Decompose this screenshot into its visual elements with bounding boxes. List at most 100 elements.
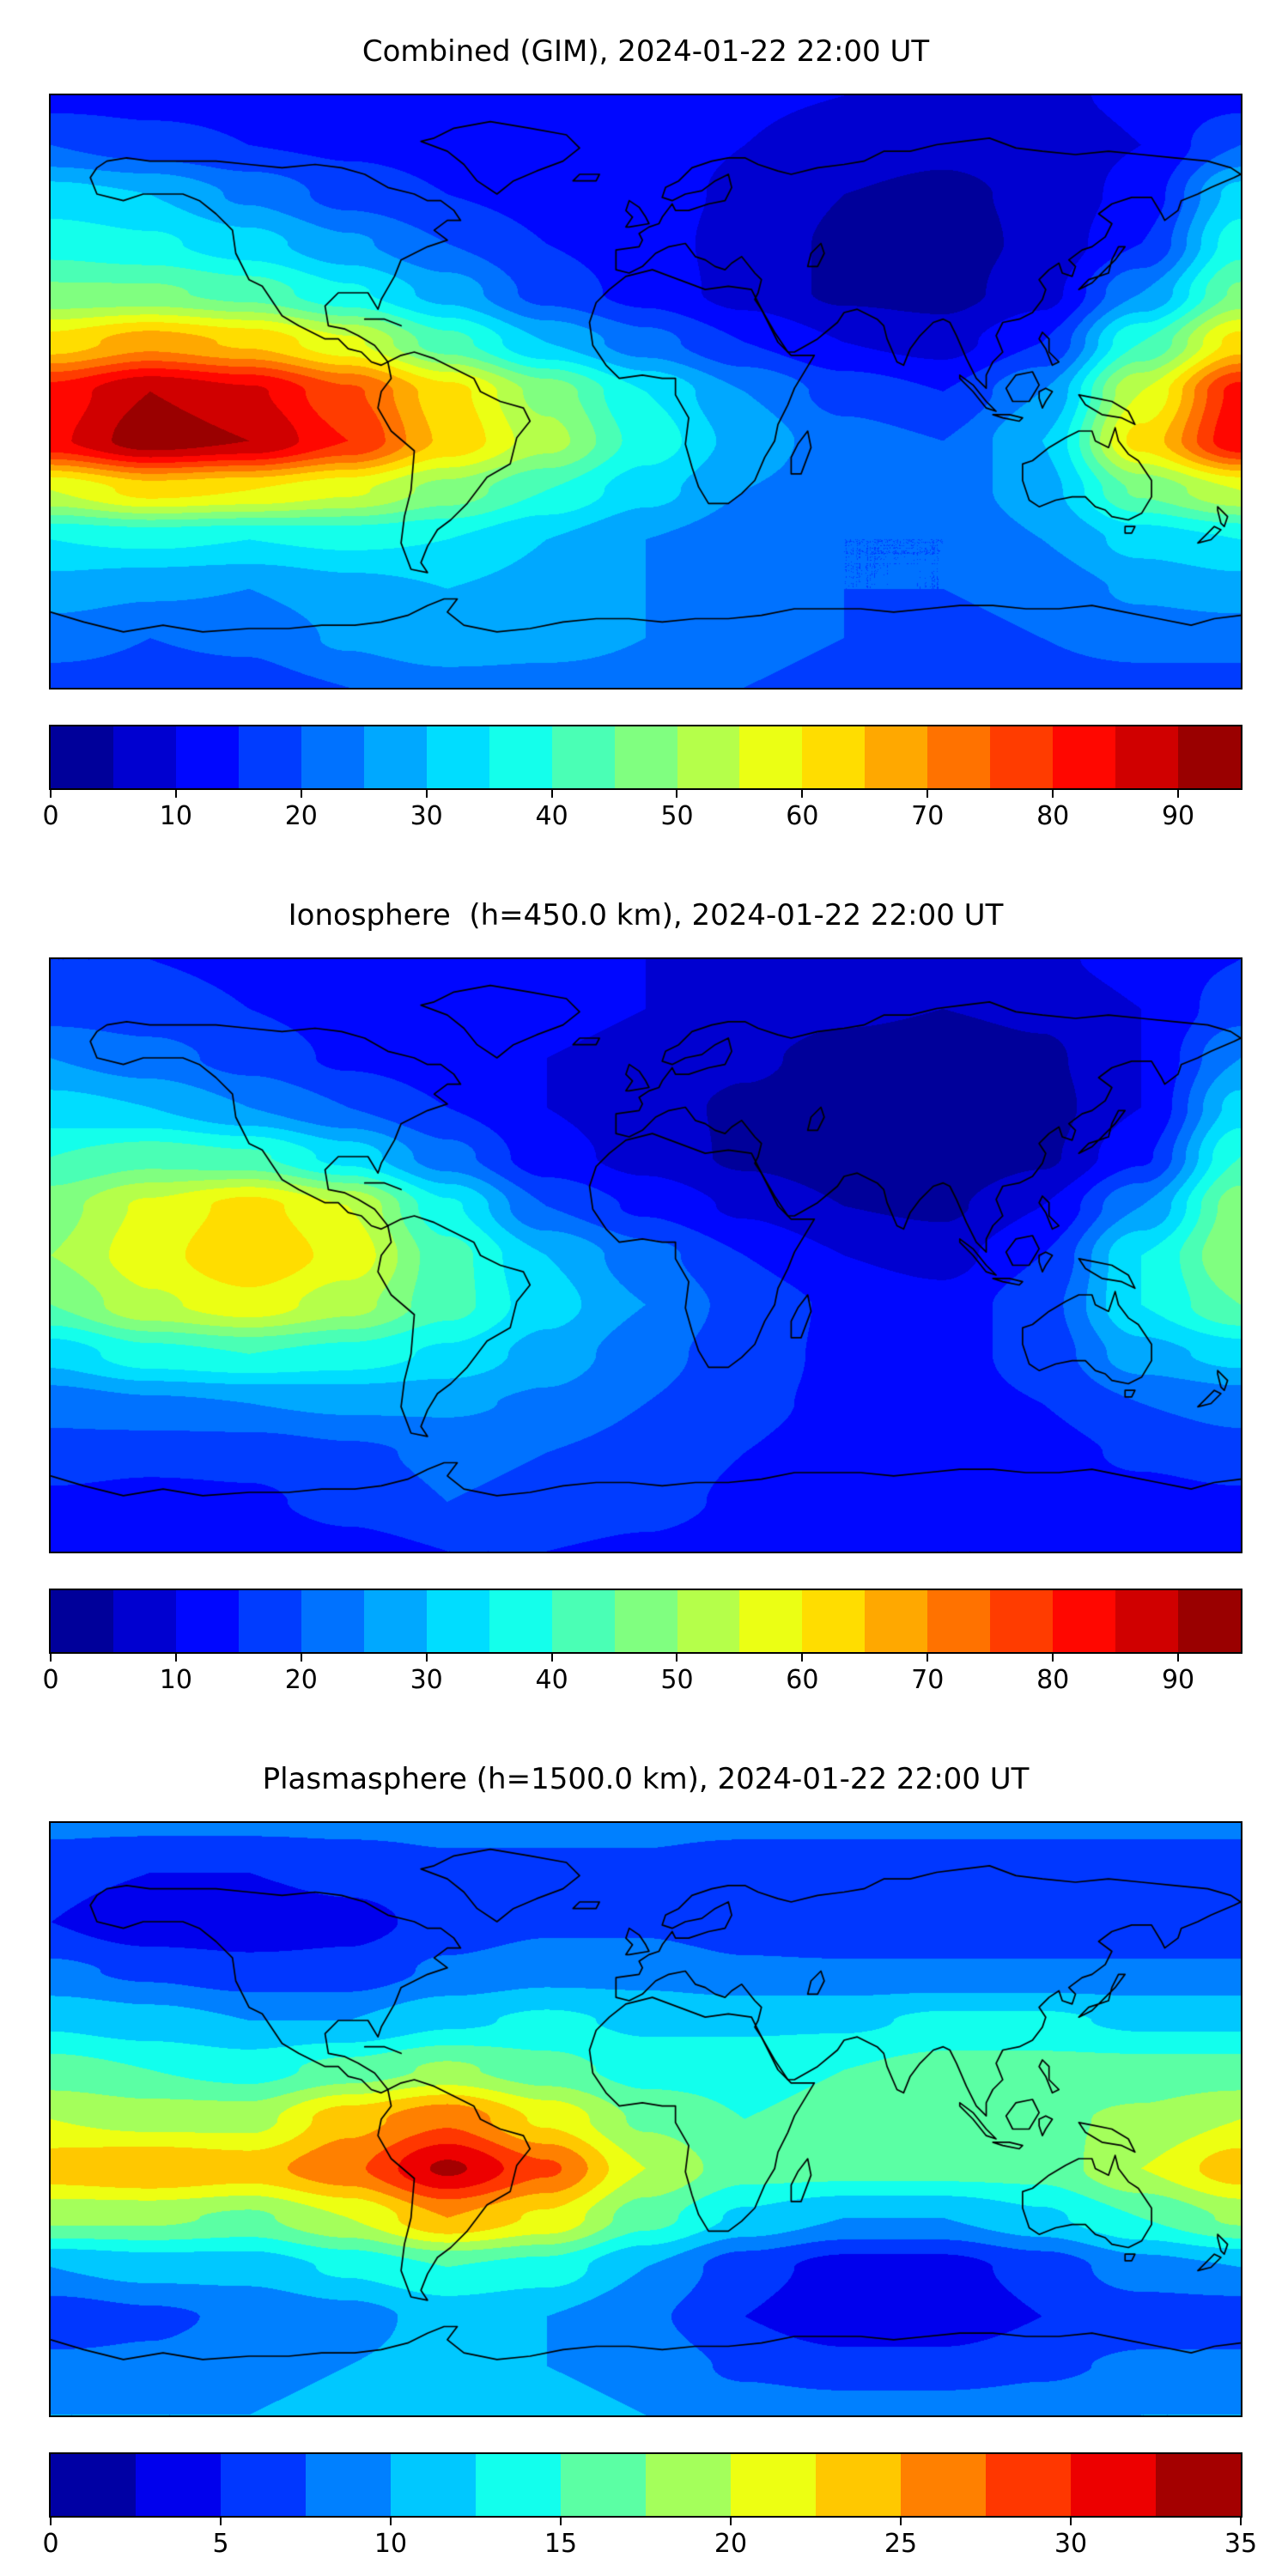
colorbar-tick-mark [50,2518,52,2525]
colorbar-segment [614,726,677,788]
colorbar-segment [1156,2454,1241,2516]
colorbar-segment [489,1590,552,1652]
colorbar-tick-label: 90 [1161,1665,1195,1695]
panel-title: Plasmasphere (h=1500.0 km), 2024-01-22 2… [262,1762,1030,1796]
map-frame-ionosphere [49,957,1242,1553]
colorbar-tick-label: 60 [786,801,819,831]
colorbar [51,726,1242,788]
colorbar-tick-label: 10 [374,2529,408,2559]
colorbar-segment [646,2454,731,2516]
colorbar-segment [301,726,364,788]
colorbar-segment [739,1590,803,1652]
colorbar-tick-mark [390,2518,392,2525]
colorbar-segment [391,2454,476,2516]
colorbar-segment [927,726,991,788]
colorbar-tick-mark [676,1654,678,1662]
colorbar-segment [990,1590,1054,1652]
panel-ionosphere: Ionosphere (h=450.0 km), 2024-01-22 22:0… [0,864,1288,1728]
colorbar-frame [49,1589,1242,1654]
colorbar-segment [426,1590,489,1652]
colorbar-tick-mark [1070,2518,1072,2525]
colorbar-frame [49,725,1242,790]
colorbar-tick-mark [425,790,428,798]
colorbar-segment [175,1590,239,1652]
colorbar-tick-label: 70 [911,1665,945,1695]
colorbar-tick-label: 15 [544,2529,578,2559]
colorbar-tick-mark [927,790,929,798]
panel-title: Combined (GIM), 2024-01-22 22:00 UT [361,34,930,69]
panel-title: Ionosphere (h=450.0 km), 2024-01-22 22:0… [288,898,1004,933]
colorbar-segment [476,2454,561,2516]
colorbar-segment [301,1590,364,1652]
colorbar-segment [136,2454,221,2516]
colorbar-segment [1115,726,1179,788]
colorbar-segment [363,1590,427,1652]
colorbar-tick-label: 20 [284,801,318,831]
colorbar-tick-mark [174,1654,177,1662]
colorbar-tick-mark [300,1654,302,1662]
colorbar-tick-label: 30 [410,1665,443,1695]
colorbar-segment [112,1590,176,1652]
colorbar-segment [426,726,489,788]
colorbar-tick-mark [550,790,553,798]
colorbar-tick-label: 20 [714,2529,748,2559]
colorbar-segment [865,1590,928,1652]
colorbar-segment [802,1590,866,1652]
colorbar-tick-mark [300,790,302,798]
colorbar-segment [221,2454,306,2516]
colorbar-segment [1053,1590,1116,1652]
colorbar-tick-label: 60 [786,1665,819,1695]
colorbar-segment [802,726,866,788]
colorbar-tick-mark [927,1654,929,1662]
colorbar-tick-mark [550,1654,553,1662]
colorbar-tick-label: 40 [535,1665,568,1695]
colorbar-segment [306,2454,391,2516]
panel-plasmasphere: Plasmasphere (h=1500.0 km), 2024-01-22 2… [0,1728,1288,2576]
map-canvas-combined [51,95,1241,688]
colorbar-tick-mark [560,2518,562,2525]
colorbar-tick-mark [50,1654,52,1662]
map-canvas-ionosphere [51,959,1241,1552]
colorbar [51,2454,1241,2516]
colorbar-tick-mark [425,1654,428,1662]
colorbar-tick-mark [1052,1654,1054,1662]
colorbar-tick-label: 50 [660,801,694,831]
colorbar-tick-label: 10 [159,1665,192,1695]
colorbar-tick-mark [220,2518,222,2525]
colorbar-segment [238,726,301,788]
colorbar-tick-label: 0 [42,1665,59,1695]
colorbar-segment [561,2454,646,2516]
colorbar-tick-label: 35 [1224,2529,1258,2559]
colorbar-segment [51,726,113,788]
colorbar-segment [739,726,803,788]
colorbar-segment [51,2454,136,2516]
colorbar-tick-mark [1052,790,1054,798]
colorbar-segment [175,726,239,788]
colorbar-segment [238,1590,301,1652]
colorbar-tick-mark [1177,1654,1180,1662]
colorbar-segment [112,726,176,788]
panel-combined-gim: Combined (GIM), 2024-01-22 22:00 UT 0 10 2… [0,0,1288,864]
colorbar-segment [1071,2454,1156,2516]
colorbar-frame [49,2452,1242,2518]
colorbar-ticks: 0 10 20 30 40 50 60 70 80 90 [42,790,1241,850]
colorbar-segment [489,726,552,788]
colorbar-segment [677,1590,740,1652]
colorbar-ticks: 0 10 20 30 40 50 60 70 80 90 [42,1654,1241,1714]
colorbar-tick-label: 30 [410,801,443,831]
colorbar-segment [363,726,427,788]
colorbar-segment [901,2454,986,2516]
colorbar-segment [51,1590,113,1652]
map-frame-combined [49,94,1242,690]
colorbar-tick-label: 40 [535,801,568,831]
colorbar-tick-label: 5 [212,2529,229,2559]
colorbar-tick-label: 10 [159,801,192,831]
map-canvas-plasmasphere [51,1823,1241,2415]
colorbar-segment [677,726,740,788]
colorbar-tick-label: 20 [284,1665,318,1695]
colorbar-segment [816,2454,901,2516]
colorbar-tick-mark [50,790,52,798]
colorbar-tick-label: 30 [1054,2529,1088,2559]
colorbar-tick-label: 90 [1161,801,1195,831]
colorbar [51,1590,1242,1652]
